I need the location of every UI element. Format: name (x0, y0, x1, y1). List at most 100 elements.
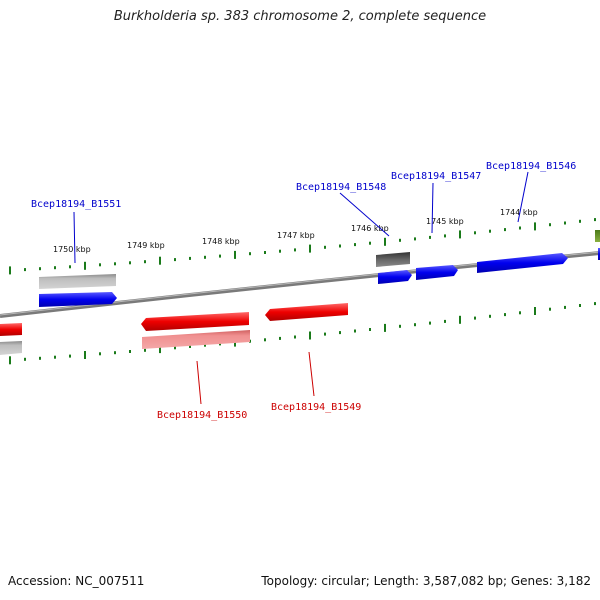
ruler-minor-tick (549, 307, 551, 311)
gene-feature-blue[interactable] (477, 253, 568, 273)
ruler-major-tick (9, 356, 11, 365)
ruler-major-tick (309, 331, 311, 340)
ruler-minor-tick (129, 350, 131, 353)
ruler-minor-tick (189, 256, 191, 260)
ruler-minor-tick (339, 331, 341, 335)
gene-feature-red[interactable] (141, 312, 249, 331)
ruler-minor-tick (144, 260, 146, 264)
gene-label[interactable]: Bcep18194_B1551 (31, 199, 121, 210)
ruler-major-tick (9, 266, 11, 275)
gene-leader-line (517, 171, 529, 223)
gene-feature-green[interactable] (595, 230, 600, 242)
ruler-minor-tick (489, 314, 491, 318)
ruler-minor-tick (474, 316, 476, 320)
gene-feature-red[interactable] (0, 323, 22, 336)
ruler-minor-tick (549, 223, 551, 227)
gene-leader-line (431, 182, 434, 234)
ruler-label: 1747 kbp (277, 231, 315, 240)
ruler-minor-tick (369, 241, 371, 245)
gene-feature-red[interactable] (265, 303, 348, 321)
gene-leader-line (196, 360, 202, 405)
ruler-major-tick (234, 250, 236, 259)
ruler-minor-tick (519, 226, 521, 230)
ruler-minor-tick (519, 311, 521, 315)
gene-feature-pink[interactable] (142, 330, 250, 349)
gene-feature-blue[interactable] (416, 265, 458, 280)
ruler-minor-tick (414, 237, 416, 241)
ruler-minor-tick (39, 356, 41, 360)
ruler-minor-tick (504, 228, 506, 232)
ruler-minor-tick (54, 266, 56, 270)
ruler-major-tick (459, 315, 461, 324)
ruler-major-tick (84, 261, 86, 270)
gene-label[interactable]: Bcep18194_B1546 (486, 161, 576, 172)
ruler-minor-tick (444, 319, 446, 323)
ruler-minor-tick (39, 267, 41, 271)
ruler-minor-tick (249, 252, 251, 256)
ruler-minor-tick (324, 332, 326, 336)
gene-leader-line (73, 211, 76, 264)
ruler-minor-tick (429, 235, 431, 239)
map-title: Burkholderia sp. 383 chromosome 2, compl… (113, 9, 487, 24)
ruler-major-tick (159, 256, 161, 265)
gene-feature-blue[interactable] (378, 270, 412, 284)
ruler-minor-tick (264, 251, 266, 254)
gene-label[interactable]: Bcep18194_B1549 (271, 402, 361, 413)
ruler-minor-tick (579, 219, 581, 223)
gene-feature-blue[interactable] (39, 292, 117, 307)
ruler-minor-tick (594, 302, 596, 306)
ruler-major-tick (534, 307, 536, 315)
ruler-minor-tick (114, 262, 116, 266)
ruler-minor-tick (69, 354, 71, 358)
ruler-minor-tick (354, 243, 356, 247)
gene-label[interactable]: Bcep18194_B1548 (296, 182, 386, 193)
ruler-label: 1750 kbp (53, 245, 91, 254)
ruler-label: 1748 kbp (202, 237, 240, 246)
gene-feature-gray[interactable] (39, 274, 116, 289)
gene-leader-line (308, 351, 315, 397)
ruler-minor-tick (219, 254, 221, 258)
ruler-minor-tick (489, 229, 491, 233)
ruler-minor-tick (279, 336, 281, 340)
ruler-label: 1744 kbp (500, 208, 538, 217)
ruler-minor-tick (144, 348, 146, 352)
ruler-minor-tick (114, 351, 116, 355)
accession-text: Accession: NC_007511 (8, 574, 145, 588)
ruler-minor-tick (339, 244, 341, 248)
ruler-major-tick (534, 222, 536, 231)
ruler-minor-tick (264, 338, 266, 342)
ruler-minor-tick (444, 234, 446, 238)
ruler-minor-tick (189, 345, 191, 348)
ruler-minor-tick (54, 355, 56, 359)
ruler-minor-tick (594, 218, 596, 222)
ruler-major-tick (384, 237, 386, 246)
ruler-major-tick (84, 351, 86, 359)
gene-leader-line (339, 192, 390, 237)
ruler-label: 1749 kbp (127, 241, 165, 250)
ruler-minor-tick (99, 263, 101, 267)
ruler-minor-tick (24, 268, 26, 272)
ruler-minor-tick (399, 324, 401, 328)
ruler-minor-tick (579, 304, 581, 307)
ruler-minor-tick (399, 238, 401, 242)
gene-label[interactable]: Bcep18194_B1547 (391, 171, 481, 182)
upper-ruler-ticks (9, 218, 596, 275)
ruler-major-tick (384, 323, 386, 332)
ruler-minor-tick (564, 305, 566, 309)
ruler-minor-tick (129, 261, 131, 265)
ruler-minor-tick (204, 255, 206, 259)
ruler-minor-tick (69, 265, 71, 269)
ruler-minor-tick (24, 357, 26, 361)
ruler-minor-tick (174, 258, 176, 262)
ruler-minor-tick (564, 221, 566, 225)
ruler-minor-tick (279, 249, 281, 253)
gene-feature-dark-gray[interactable] (376, 252, 410, 267)
gene-feature-gray[interactable] (0, 341, 22, 355)
gene-label[interactable]: Bcep18194_B1550 (157, 410, 247, 421)
ruler-minor-tick (369, 328, 371, 331)
ruler-minor-tick (204, 343, 206, 347)
ruler-minor-tick (99, 352, 101, 356)
ruler-minor-tick (429, 321, 431, 325)
